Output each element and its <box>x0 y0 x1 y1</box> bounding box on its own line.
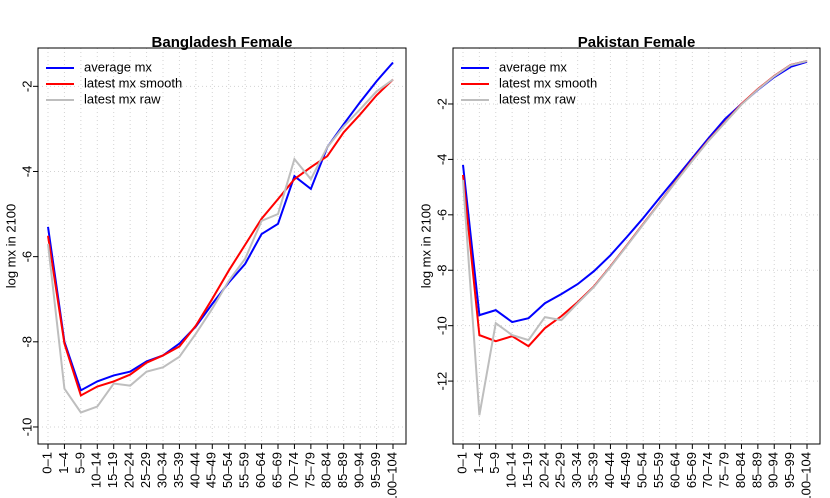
x-tick-label: 20–24 <box>536 452 551 488</box>
x-tick-label: 95–99 <box>782 452 797 488</box>
x-tick-label: 15–19 <box>105 452 120 488</box>
y-tick-label: -6 <box>434 209 449 221</box>
series-line <box>47 61 394 392</box>
legend-label: latest mx raw <box>499 91 576 106</box>
x-tick-label: 35–39 <box>171 452 186 488</box>
x-tick-label: 100–104 <box>384 452 399 498</box>
y-tick-label: -4 <box>434 154 449 166</box>
x-tick-label: 85–89 <box>749 452 764 488</box>
y-tick-label: -8 <box>19 336 34 348</box>
x-tick-label: 30–34 <box>569 452 584 488</box>
x-tick-label: 5–9 <box>487 452 502 474</box>
x-tick-label: 85–89 <box>335 452 350 488</box>
y-tick-label: -6 <box>19 251 34 263</box>
x-tick-label: 15–19 <box>520 452 535 488</box>
x-tick-label: 80–84 <box>319 452 334 488</box>
y-tick-label: -10 <box>19 418 34 437</box>
x-tick-label: 60–64 <box>253 452 268 488</box>
x-tick-label: 10–14 <box>89 452 104 488</box>
x-tick-label: 70–74 <box>286 452 301 488</box>
x-tick-label: 65–69 <box>684 452 699 488</box>
x-tick-label: 45–49 <box>204 452 219 488</box>
y-tick-label: -12 <box>434 372 449 391</box>
y-tick-label: -2 <box>434 98 449 110</box>
x-tick-label: 1–4 <box>56 452 71 474</box>
x-tick-label: 90–94 <box>766 452 781 488</box>
y-tick-label: -8 <box>434 264 449 276</box>
x-tick-label: 20–24 <box>122 452 137 488</box>
series-line <box>462 60 808 416</box>
x-tick-label: 100–104 <box>798 452 813 498</box>
chart-title: Pakistan Female <box>578 34 696 51</box>
y-tick-label: -2 <box>19 81 34 93</box>
x-tick-label: 65–69 <box>269 452 284 488</box>
legend-label: average mx <box>84 59 152 74</box>
x-tick-label: 70–74 <box>700 452 715 488</box>
legend-label: average mx <box>499 59 567 74</box>
x-tick-label: 95–99 <box>368 452 383 488</box>
legend-label: latest mx smooth <box>84 75 182 90</box>
x-tick-label: 60–64 <box>667 452 682 488</box>
legend-label: latest mx raw <box>84 91 161 106</box>
x-tick-label: 50–54 <box>220 452 235 488</box>
plot-frame <box>452 47 821 445</box>
y-tick-label: -10 <box>434 316 449 335</box>
x-tick-label: 5–9 <box>72 452 87 474</box>
x-tick-label: 0–1 <box>39 452 54 474</box>
x-tick-label: 0–1 <box>454 452 469 474</box>
series-line <box>47 78 394 397</box>
x-tick-label: 50–54 <box>635 452 650 488</box>
x-tick-label: 25–29 <box>138 452 153 488</box>
x-tick-label: 55–59 <box>651 452 666 488</box>
y-axis-label: log mx in 2100 <box>3 204 18 289</box>
series-line <box>47 78 394 414</box>
y-axis-label: log mx in 2100 <box>418 204 433 289</box>
x-tick-label: 45–49 <box>618 452 633 488</box>
x-tick-label: 10–14 <box>504 452 519 488</box>
x-tick-label: 80–84 <box>733 452 748 488</box>
x-tick-label: 75–79 <box>717 452 732 488</box>
x-tick-label: 1–4 <box>471 452 486 474</box>
x-tick-label: 40–44 <box>602 452 617 488</box>
x-tick-label: 25–29 <box>553 452 568 488</box>
x-tick-label: 30–34 <box>154 452 169 488</box>
y-tick-label: -4 <box>19 166 34 178</box>
x-tick-label: 75–79 <box>302 452 317 488</box>
x-tick-label: 35–39 <box>585 452 600 488</box>
legend-label: latest mx smooth <box>499 75 597 90</box>
plot-frame <box>37 47 407 445</box>
x-tick-label: 40–44 <box>187 452 202 488</box>
x-tick-label: 55–59 <box>237 452 252 488</box>
chart-title: Bangladesh Female <box>152 34 293 51</box>
x-tick-label: 90–94 <box>352 452 367 488</box>
